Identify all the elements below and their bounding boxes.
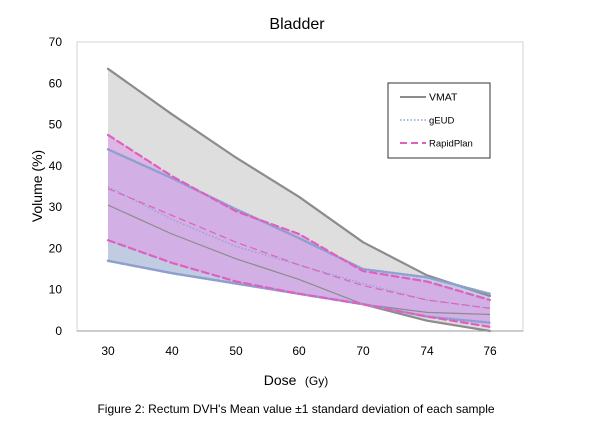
x-tick-label: 76 [483,344,497,358]
line-rapidplan-lower [106,239,492,328]
x-axis-label: Dose (Gy) [264,372,328,389]
x-tick-label: 30 [101,344,115,358]
legend: VMAT gEUD RapidPlan [387,82,491,159]
y-axis-label: Volume (%) [29,150,45,222]
y-tick-label: 10 [49,283,63,297]
std-bands [108,68,490,332]
x-tick-label: 74 [420,344,434,358]
line-rapidplan-mean [107,188,491,309]
line-vmat-mean [107,204,491,316]
chart-title: Bladder [269,16,325,33]
series-lines [106,67,492,333]
legend-label-vmat: VMAT [429,92,458,104]
y-tick-label: 60 [49,76,63,90]
y-tick-labels: 0 10 20 30 40 50 60 70 [49,35,63,338]
band-rapidplan [108,134,490,327]
y-tick-label: 30 [49,200,63,214]
line-vmat-upper [106,67,492,297]
line-geud-mean [107,185,491,309]
line-rapidplan-upper [106,133,492,302]
figure-caption: Figure 2: Rectum DVH's Mean value ±1 sta… [97,402,494,416]
x-tick-label: 70 [356,344,370,358]
x-tick-label: 60 [292,344,306,358]
legend-label-rapidplan: RapidPlan [429,139,473,150]
y-tick-label: 0 [55,324,62,338]
line-geud-upper [106,148,492,296]
x-axis-label-unit: (Gy) [305,374,328,388]
y-tick-label: 70 [49,35,63,49]
x-axis-label-name: Dose [264,372,297,388]
legend-label-geud: gEUD [429,116,454,127]
x-tick-label: 40 [165,344,179,358]
x-tick-label: 50 [229,344,243,358]
y-tick-label: 20 [49,241,63,255]
y-tick-label: 40 [49,159,63,173]
x-tick-labels: 30 40 50 60 70 74 76 [101,344,497,358]
y-tick-label: 50 [49,118,63,132]
